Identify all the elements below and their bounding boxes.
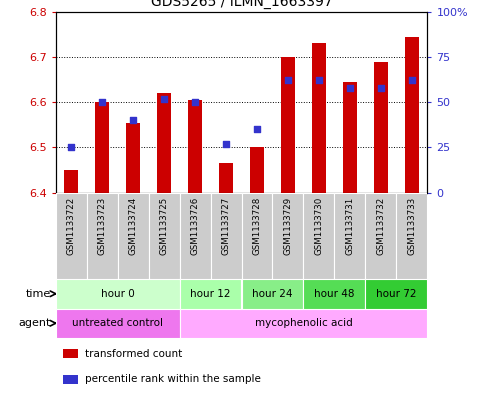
Bar xyxy=(312,44,326,193)
Text: agent: agent xyxy=(18,318,51,328)
Text: GSM1133728: GSM1133728 xyxy=(253,197,261,255)
Bar xyxy=(242,279,303,309)
Bar xyxy=(366,279,427,309)
Bar xyxy=(281,57,295,193)
Title: GDS5265 / ILMN_1663397: GDS5265 / ILMN_1663397 xyxy=(151,0,332,9)
Bar xyxy=(343,82,357,193)
Text: GSM1133729: GSM1133729 xyxy=(284,197,293,255)
Text: transformed count: transformed count xyxy=(85,349,183,359)
Bar xyxy=(64,170,78,193)
Bar xyxy=(366,193,397,279)
Bar xyxy=(180,193,211,279)
Text: time: time xyxy=(26,289,51,299)
Bar xyxy=(86,193,117,279)
Point xyxy=(222,141,230,147)
Bar xyxy=(272,193,303,279)
Bar xyxy=(405,37,419,193)
Point xyxy=(253,126,261,132)
Text: GSM1133733: GSM1133733 xyxy=(408,197,416,255)
Text: GSM1133724: GSM1133724 xyxy=(128,197,138,255)
Point xyxy=(377,84,385,91)
Point xyxy=(284,77,292,84)
Text: mycophenolic acid: mycophenolic acid xyxy=(255,318,353,328)
Text: hour 12: hour 12 xyxy=(190,289,231,299)
Bar xyxy=(126,123,140,193)
Bar xyxy=(303,279,366,309)
Text: hour 24: hour 24 xyxy=(252,289,293,299)
Text: GSM1133722: GSM1133722 xyxy=(67,197,75,255)
Bar xyxy=(303,193,334,279)
Bar xyxy=(188,100,202,193)
Text: percentile rank within the sample: percentile rank within the sample xyxy=(85,375,261,384)
Bar xyxy=(56,193,86,279)
Text: untreated control: untreated control xyxy=(72,318,163,328)
Bar xyxy=(117,193,149,279)
Point xyxy=(160,95,168,102)
Bar xyxy=(211,193,242,279)
Bar xyxy=(157,93,171,193)
Bar xyxy=(56,279,180,309)
Bar xyxy=(397,193,427,279)
Bar xyxy=(63,349,78,358)
Bar xyxy=(95,102,109,193)
Point xyxy=(408,77,416,84)
Bar xyxy=(219,163,233,193)
Bar xyxy=(242,193,272,279)
Bar xyxy=(374,62,388,193)
Text: GSM1133731: GSM1133731 xyxy=(345,197,355,255)
Point xyxy=(98,99,106,105)
Bar xyxy=(180,309,427,338)
Bar xyxy=(149,193,180,279)
Text: GSM1133725: GSM1133725 xyxy=(159,197,169,255)
Point xyxy=(191,99,199,105)
Text: GSM1133730: GSM1133730 xyxy=(314,197,324,255)
Point xyxy=(129,117,137,123)
Point xyxy=(67,144,75,151)
Text: GSM1133726: GSM1133726 xyxy=(190,197,199,255)
Bar xyxy=(180,279,242,309)
Bar xyxy=(56,309,180,338)
Point xyxy=(346,84,354,91)
Bar xyxy=(63,375,78,384)
Text: GSM1133723: GSM1133723 xyxy=(98,197,107,255)
Bar xyxy=(334,193,366,279)
Bar xyxy=(250,147,264,193)
Text: hour 0: hour 0 xyxy=(100,289,134,299)
Text: GSM1133727: GSM1133727 xyxy=(222,197,230,255)
Point xyxy=(315,77,323,84)
Text: hour 48: hour 48 xyxy=(314,289,355,299)
Text: GSM1133732: GSM1133732 xyxy=(376,197,385,255)
Text: hour 72: hour 72 xyxy=(376,289,417,299)
